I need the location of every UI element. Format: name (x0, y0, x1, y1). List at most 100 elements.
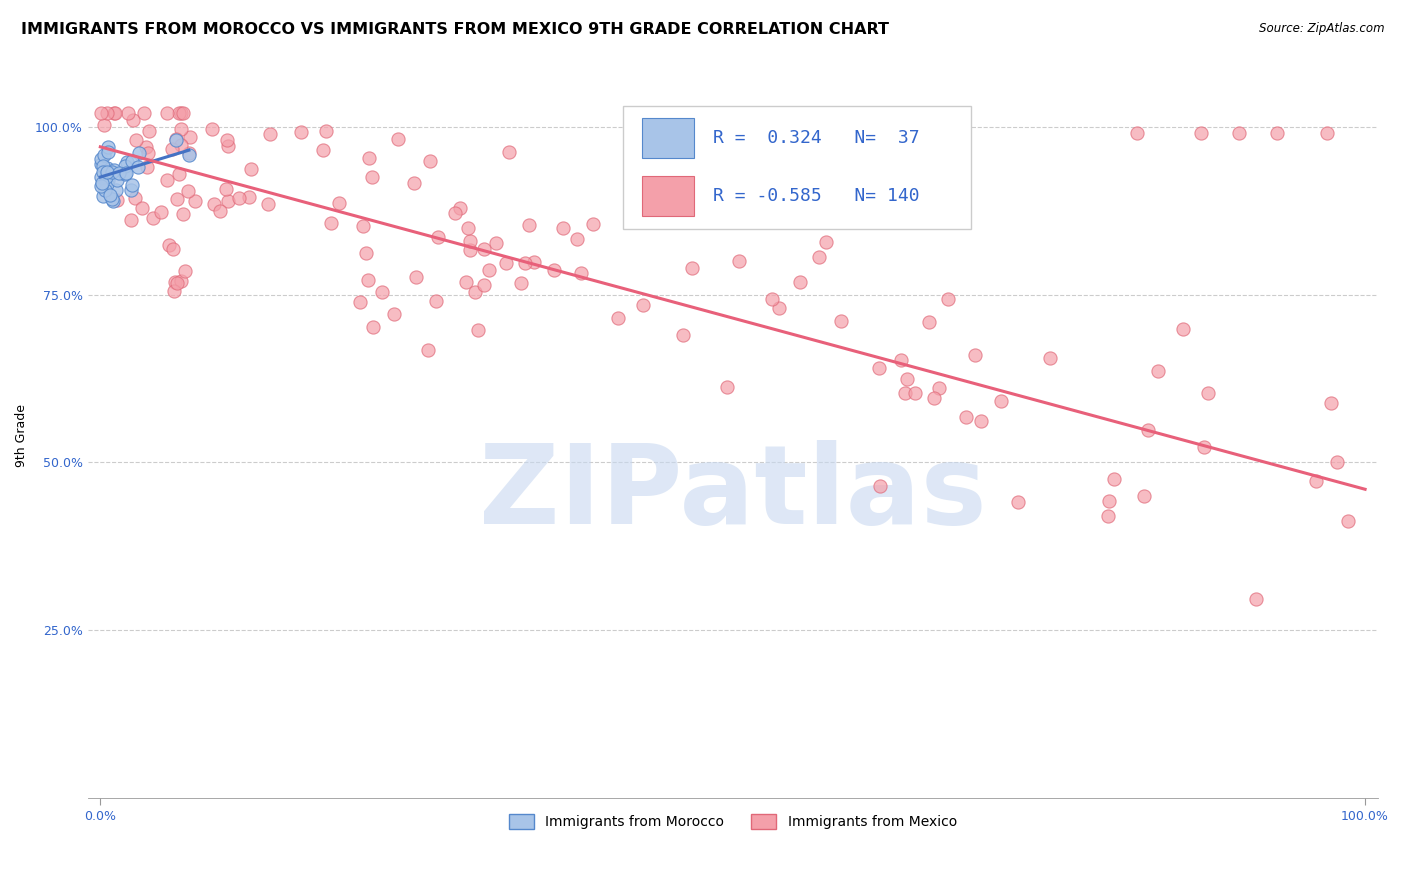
Bar (643, 119, 695, 158)
FancyBboxPatch shape (623, 105, 972, 229)
Point (157, 238, 180, 252)
Point (808, 251, 831, 265)
Point (485, 236, 508, 251)
Point (402, 176, 425, 190)
Point (150, 205, 173, 219)
Point (1197, 386, 1219, 401)
Point (543, 263, 565, 277)
Point (177, 147, 200, 161)
Point (104, 183, 127, 197)
Point (721, 133, 744, 147)
Point (387, 132, 409, 146)
Point (509, 276, 531, 290)
Point (217, 133, 239, 147)
Point (457, 220, 479, 235)
Point (567, 232, 589, 246)
Point (90, 179, 112, 194)
Point (103, 106, 125, 120)
Point (319, 216, 342, 230)
Point (1189, 127, 1212, 141)
Point (138, 124, 160, 138)
Point (142, 211, 165, 225)
Point (166, 276, 188, 290)
Point (495, 256, 517, 270)
Point (789, 275, 811, 289)
Point (256, 197, 278, 211)
Point (96, 170, 118, 185)
Point (443, 205, 465, 219)
Point (156, 106, 179, 120)
Point (172, 106, 194, 120)
Point (98, 187, 121, 202)
Point (361, 169, 384, 184)
Point (1133, 489, 1156, 503)
Point (131, 201, 153, 215)
Point (1227, 127, 1250, 141)
Point (114, 160, 136, 174)
Point (1007, 495, 1029, 509)
Point (1337, 514, 1360, 528)
Point (121, 178, 143, 192)
Point (1039, 351, 1062, 365)
Point (132, 106, 155, 120)
Point (478, 263, 501, 277)
Point (419, 153, 441, 168)
Point (127, 160, 149, 174)
Point (328, 195, 350, 210)
Point (1098, 494, 1121, 508)
Point (830, 314, 852, 328)
Point (1326, 455, 1348, 469)
Point (922, 392, 945, 406)
Point (128, 145, 150, 160)
Point (522, 254, 544, 268)
Point (890, 353, 912, 368)
Point (184, 194, 207, 209)
Text: R = -0.585   N= 140: R = -0.585 N= 140 (713, 187, 920, 205)
Point (357, 151, 380, 165)
Point (361, 320, 384, 334)
Point (101, 192, 124, 206)
Point (209, 204, 232, 219)
Point (1171, 322, 1194, 336)
Text: ZIPatlas: ZIPatlas (479, 440, 987, 547)
Point (1147, 364, 1170, 378)
Point (165, 133, 187, 147)
Point (97, 172, 120, 186)
Point (1126, 127, 1149, 141)
Point (747, 127, 769, 141)
Point (167, 167, 190, 181)
Point (1104, 472, 1126, 486)
Point (1246, 592, 1268, 607)
Point (103, 162, 125, 177)
Point (170, 121, 193, 136)
Point (315, 124, 337, 138)
Point (936, 292, 959, 306)
Point (117, 106, 139, 120)
Point (136, 161, 159, 175)
Point (454, 275, 477, 289)
Point (177, 145, 200, 160)
Point (349, 294, 371, 309)
Point (357, 272, 380, 286)
Point (91, 164, 114, 178)
Point (124, 191, 146, 205)
Point (658, 127, 681, 141)
Point (96, 177, 118, 191)
Point (172, 207, 194, 221)
Point (90, 106, 112, 120)
Point (105, 194, 128, 208)
Point (894, 386, 917, 401)
Point (108, 166, 131, 180)
Point (104, 106, 127, 120)
Point (114, 167, 136, 181)
Point (90, 170, 112, 185)
Point (681, 261, 703, 276)
Point (215, 181, 238, 195)
Point (138, 145, 160, 160)
Point (96, 165, 118, 179)
Point (458, 243, 481, 257)
Point (427, 230, 450, 244)
Point (405, 270, 427, 285)
Point (955, 409, 977, 424)
Point (1305, 475, 1327, 489)
